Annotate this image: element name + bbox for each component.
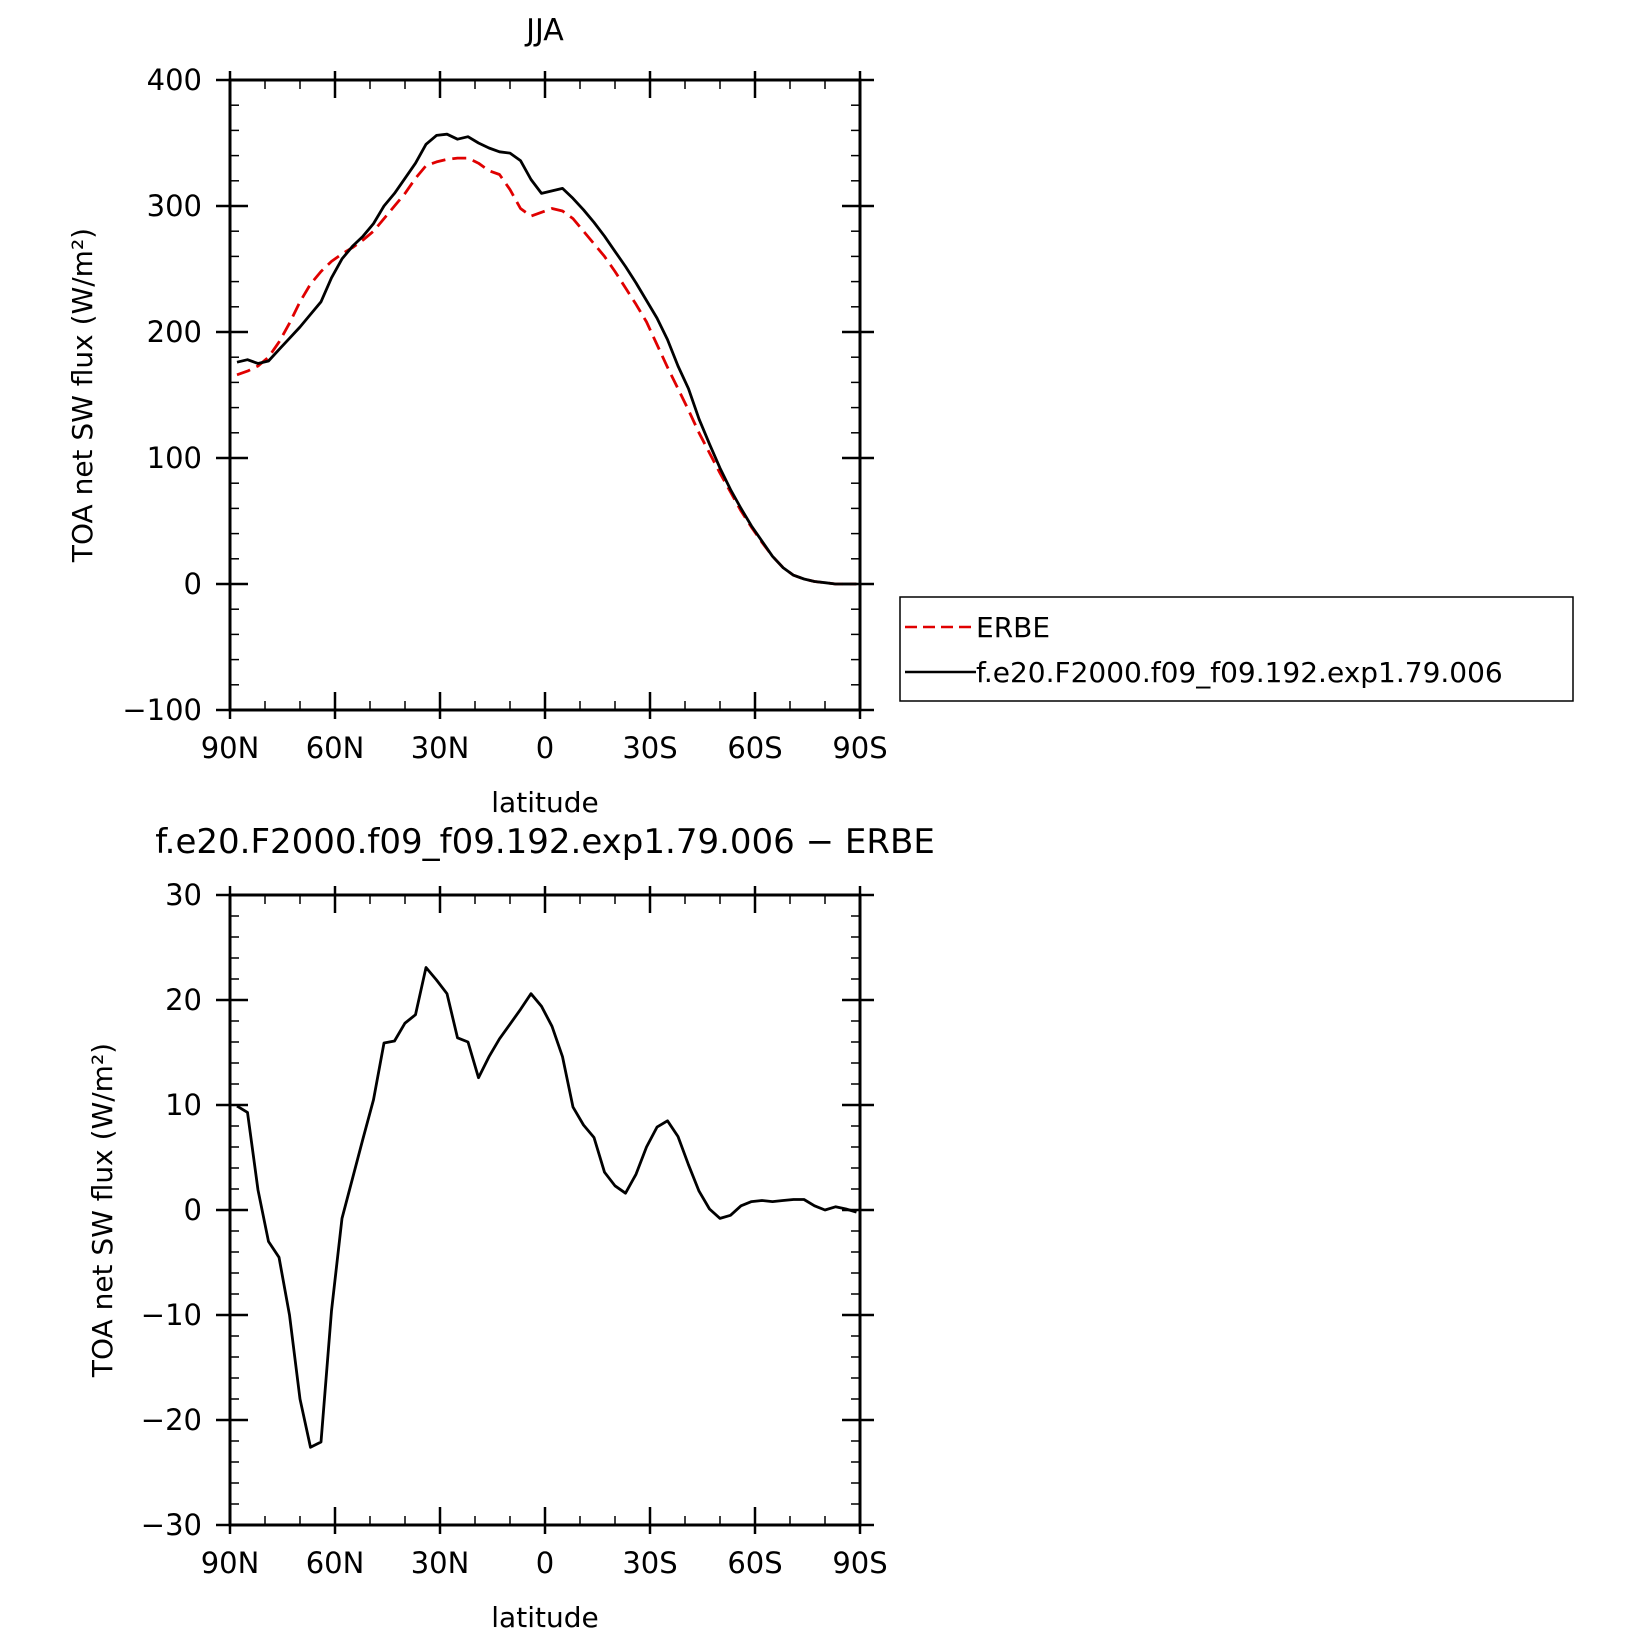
- y-tick-label: 300: [147, 189, 202, 223]
- x-tick-label: 30N: [411, 731, 470, 765]
- bottom-chart-y-tick-labels: −30 −20 −10 0 10 20 30: [141, 878, 202, 1542]
- y-tick-label: 200: [147, 315, 202, 349]
- y-tick-label: 10: [165, 1088, 202, 1122]
- bottom-chart-x-tick-labels: 90N 60N 30N 0 30S 60S 90S: [201, 1546, 888, 1580]
- top-chart-y-axis-label: TOA net SW flux (W/m²): [66, 228, 99, 563]
- y-tick-label: −10: [141, 1298, 202, 1332]
- x-tick-label: 90N: [201, 1546, 260, 1580]
- y-tick-label: 0: [184, 1193, 202, 1227]
- top-chart-x-axis-label: latitude: [491, 786, 598, 819]
- x-tick-label: 60S: [727, 731, 782, 765]
- series-line-1: [236, 132, 857, 586]
- y-tick-label: 20: [165, 983, 202, 1017]
- top-chart-y-tick-labels: −100 0 100 200 300 400: [122, 63, 202, 727]
- x-tick-label: 0: [536, 731, 554, 765]
- x-tick-label: 60S: [727, 1546, 782, 1580]
- bottom-chart-major-ticks: [216, 886, 874, 1534]
- series-line-0: [236, 966, 857, 1449]
- legend-label-model: f.e20.F2000.f09_f09.192.exp1.79.006: [976, 656, 1503, 689]
- x-tick-label: 0: [536, 1546, 554, 1580]
- y-tick-label: 0: [184, 567, 202, 601]
- legend: ERBE f.e20.F2000.f09_f09.192.exp1.79.006: [899, 596, 1574, 702]
- top-chart-title: JJA: [524, 13, 564, 48]
- bottom-chart-y-axis-label: TOA net SW flux (W/m²): [86, 1043, 119, 1378]
- x-tick-label: 30S: [622, 1546, 677, 1580]
- y-tick-label: −100: [122, 693, 202, 727]
- top-chart-major-ticks: [216, 71, 874, 719]
- bottom-chart-plot-frame: [228, 893, 862, 1527]
- bottom-chart-minor-ticks: [230, 895, 860, 1525]
- y-tick-label: 100: [147, 441, 202, 475]
- top-chart-x-tick-labels: 90N 60N 30N 0 30S 60S 90S: [201, 731, 888, 765]
- x-tick-label: 30N: [411, 1546, 470, 1580]
- top-chart-plot-frame: [228, 78, 862, 712]
- y-tick-label: 400: [147, 63, 202, 97]
- y-tick-label: −20: [141, 1403, 202, 1437]
- bottom-chart: f.e20.F2000.f09_f09.192.exp1.79.006 − ER…: [86, 822, 935, 1630]
- top-chart-minor-ticks: [230, 80, 860, 710]
- y-tick-label: 30: [165, 878, 202, 912]
- bottom-chart-title: f.e20.F2000.f09_f09.192.exp1.79.006 − ER…: [155, 822, 935, 862]
- x-tick-label: 90N: [201, 731, 260, 765]
- x-tick-label: 90S: [832, 1546, 887, 1580]
- x-tick-label: 60N: [306, 731, 365, 765]
- y-tick-label: −30: [141, 1508, 202, 1542]
- series-line-0: [236, 156, 857, 586]
- bottom-chart-series: [236, 966, 857, 1449]
- legend-box: [899, 596, 1574, 702]
- x-tick-label: 90S: [832, 731, 887, 765]
- x-tick-label: 30S: [622, 731, 677, 765]
- x-tick-label: 60N: [306, 1546, 365, 1580]
- top-chart: JJA 90N 60N 30N 0 30S 60S 90S −100 0 100 200 300 40…: [66, 13, 1574, 819]
- legend-label-erbe: ERBE: [976, 611, 1050, 644]
- top-chart-series: [236, 132, 857, 586]
- bottom-chart-x-axis-label: latitude: [491, 1601, 598, 1630]
